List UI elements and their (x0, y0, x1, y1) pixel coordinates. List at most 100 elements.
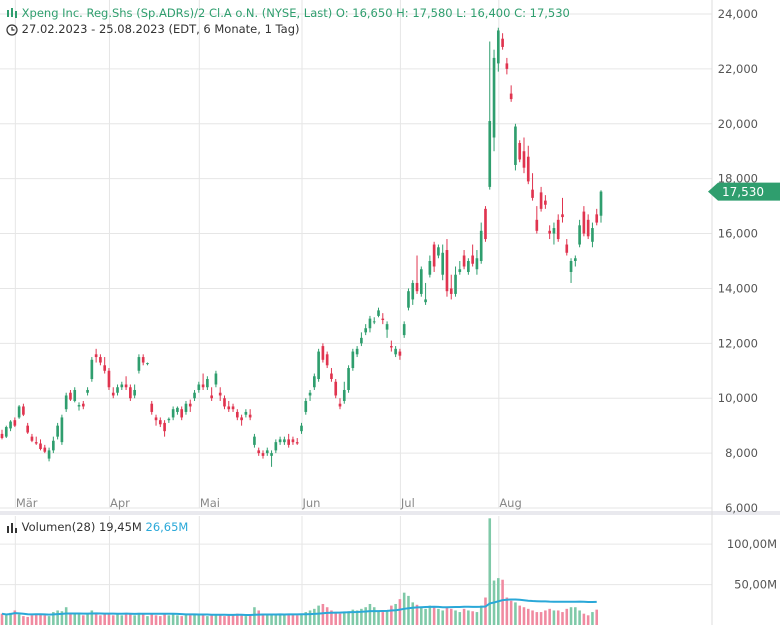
candle-body (424, 299, 427, 303)
candle-body (552, 228, 556, 234)
volume-bar (218, 615, 222, 625)
candle-body (214, 373, 218, 385)
instrument-header: Xpeng Inc. Reg.Shs (Sp.ADRs)/2 Cl.A o.N.… (6, 6, 570, 20)
volume-bar (184, 614, 188, 625)
volume-tick-label: 100,00M (727, 537, 777, 551)
volume-bar (13, 610, 17, 625)
candle-body (235, 411, 239, 418)
candle-body (432, 244, 436, 267)
volume-bar (4, 615, 8, 625)
volume-bar (381, 612, 385, 625)
volume-bar (437, 608, 440, 625)
candle-body (304, 400, 308, 412)
month-label: Apr (110, 496, 130, 510)
price-tick-label: 24,000 (718, 7, 758, 21)
volume-bar (103, 614, 106, 625)
volume-bar (321, 603, 325, 625)
candle-body (565, 244, 569, 253)
last-price-marker (708, 182, 780, 201)
volume-bar (565, 608, 569, 625)
clock-icon[interactable] (6, 23, 18, 36)
candle-body (22, 406, 25, 415)
volume-bar (231, 614, 235, 625)
candle-body (518, 142, 522, 160)
candle-body (111, 392, 115, 396)
candle-body (342, 389, 346, 401)
volume-bar (591, 612, 594, 625)
volume-bar (159, 616, 162, 625)
volume-bar (501, 579, 504, 625)
candlestick-series (0, 27, 603, 467)
volume-bar (488, 518, 492, 625)
candle-body (283, 439, 286, 443)
candle-body (47, 450, 51, 459)
volume-bar (214, 614, 218, 625)
candle-body (176, 407, 179, 412)
volume-bar (287, 613, 290, 625)
volume-bar (411, 602, 415, 625)
volume-bar (283, 615, 286, 625)
candle-body (197, 384, 201, 390)
volume-bar (475, 612, 479, 625)
month-label: Aug (499, 496, 521, 510)
volume-bar (526, 608, 530, 625)
volume-bar (441, 610, 444, 625)
candle-body (137, 357, 141, 371)
volume-bar (556, 610, 560, 625)
candle-body (124, 384, 128, 388)
candle-body (223, 398, 226, 407)
volume-bar (544, 610, 547, 625)
candle-body (69, 392, 72, 400)
volume-bar (586, 615, 590, 625)
candle-body (437, 247, 440, 256)
volume-bar (313, 608, 316, 625)
volume-bar (561, 612, 564, 625)
price-tick-label: 16,000 (718, 227, 758, 241)
volume-bar (368, 603, 372, 625)
candle-body (321, 346, 325, 360)
candle-body (544, 200, 547, 205)
candle-body (334, 381, 338, 396)
candle-body (313, 376, 316, 388)
candle-body (274, 442, 278, 451)
candle-body (17, 406, 21, 418)
volume-bar (34, 613, 38, 625)
volume-bar (531, 610, 534, 625)
volume-bar (458, 612, 462, 625)
candle-body (26, 425, 29, 433)
volume-bar (330, 610, 333, 625)
candle-body (522, 151, 526, 168)
candle-body (475, 258, 479, 270)
volume-bar (86, 613, 89, 625)
last-price-text: 17,530 (722, 185, 764, 199)
candle-body (193, 392, 196, 399)
candle-body (154, 417, 158, 421)
candle-body (218, 392, 222, 396)
candle-body (86, 389, 89, 393)
candle-body (419, 269, 423, 294)
volume-bar (364, 607, 367, 625)
volume-bar (248, 614, 252, 625)
period-header: 27.02.2023 - 25.08.2023 (EDT, 6 Monate, … (6, 22, 300, 36)
candle-body (526, 156, 530, 182)
volume-bar (415, 604, 419, 625)
candle-body (171, 409, 175, 418)
candle-body (582, 211, 586, 234)
volume-bar (394, 603, 397, 625)
candle-body (355, 348, 359, 355)
volume-bar (240, 615, 243, 625)
candlestick-chart-icon[interactable] (6, 8, 18, 19)
price-tick-label: 8,000 (725, 446, 758, 460)
bar-chart-icon[interactable] (6, 522, 18, 533)
candle-body (107, 370, 111, 388)
candle-body (253, 436, 256, 445)
candle-body (265, 450, 269, 454)
volume-bar (398, 599, 402, 625)
volume-header: Volumen(28) 19,45M 26,65M (6, 520, 188, 534)
candle-body (514, 126, 517, 165)
volume-bar (197, 614, 201, 625)
volume-bar (355, 610, 359, 625)
candle-body (99, 357, 102, 363)
candle-body (81, 403, 85, 407)
